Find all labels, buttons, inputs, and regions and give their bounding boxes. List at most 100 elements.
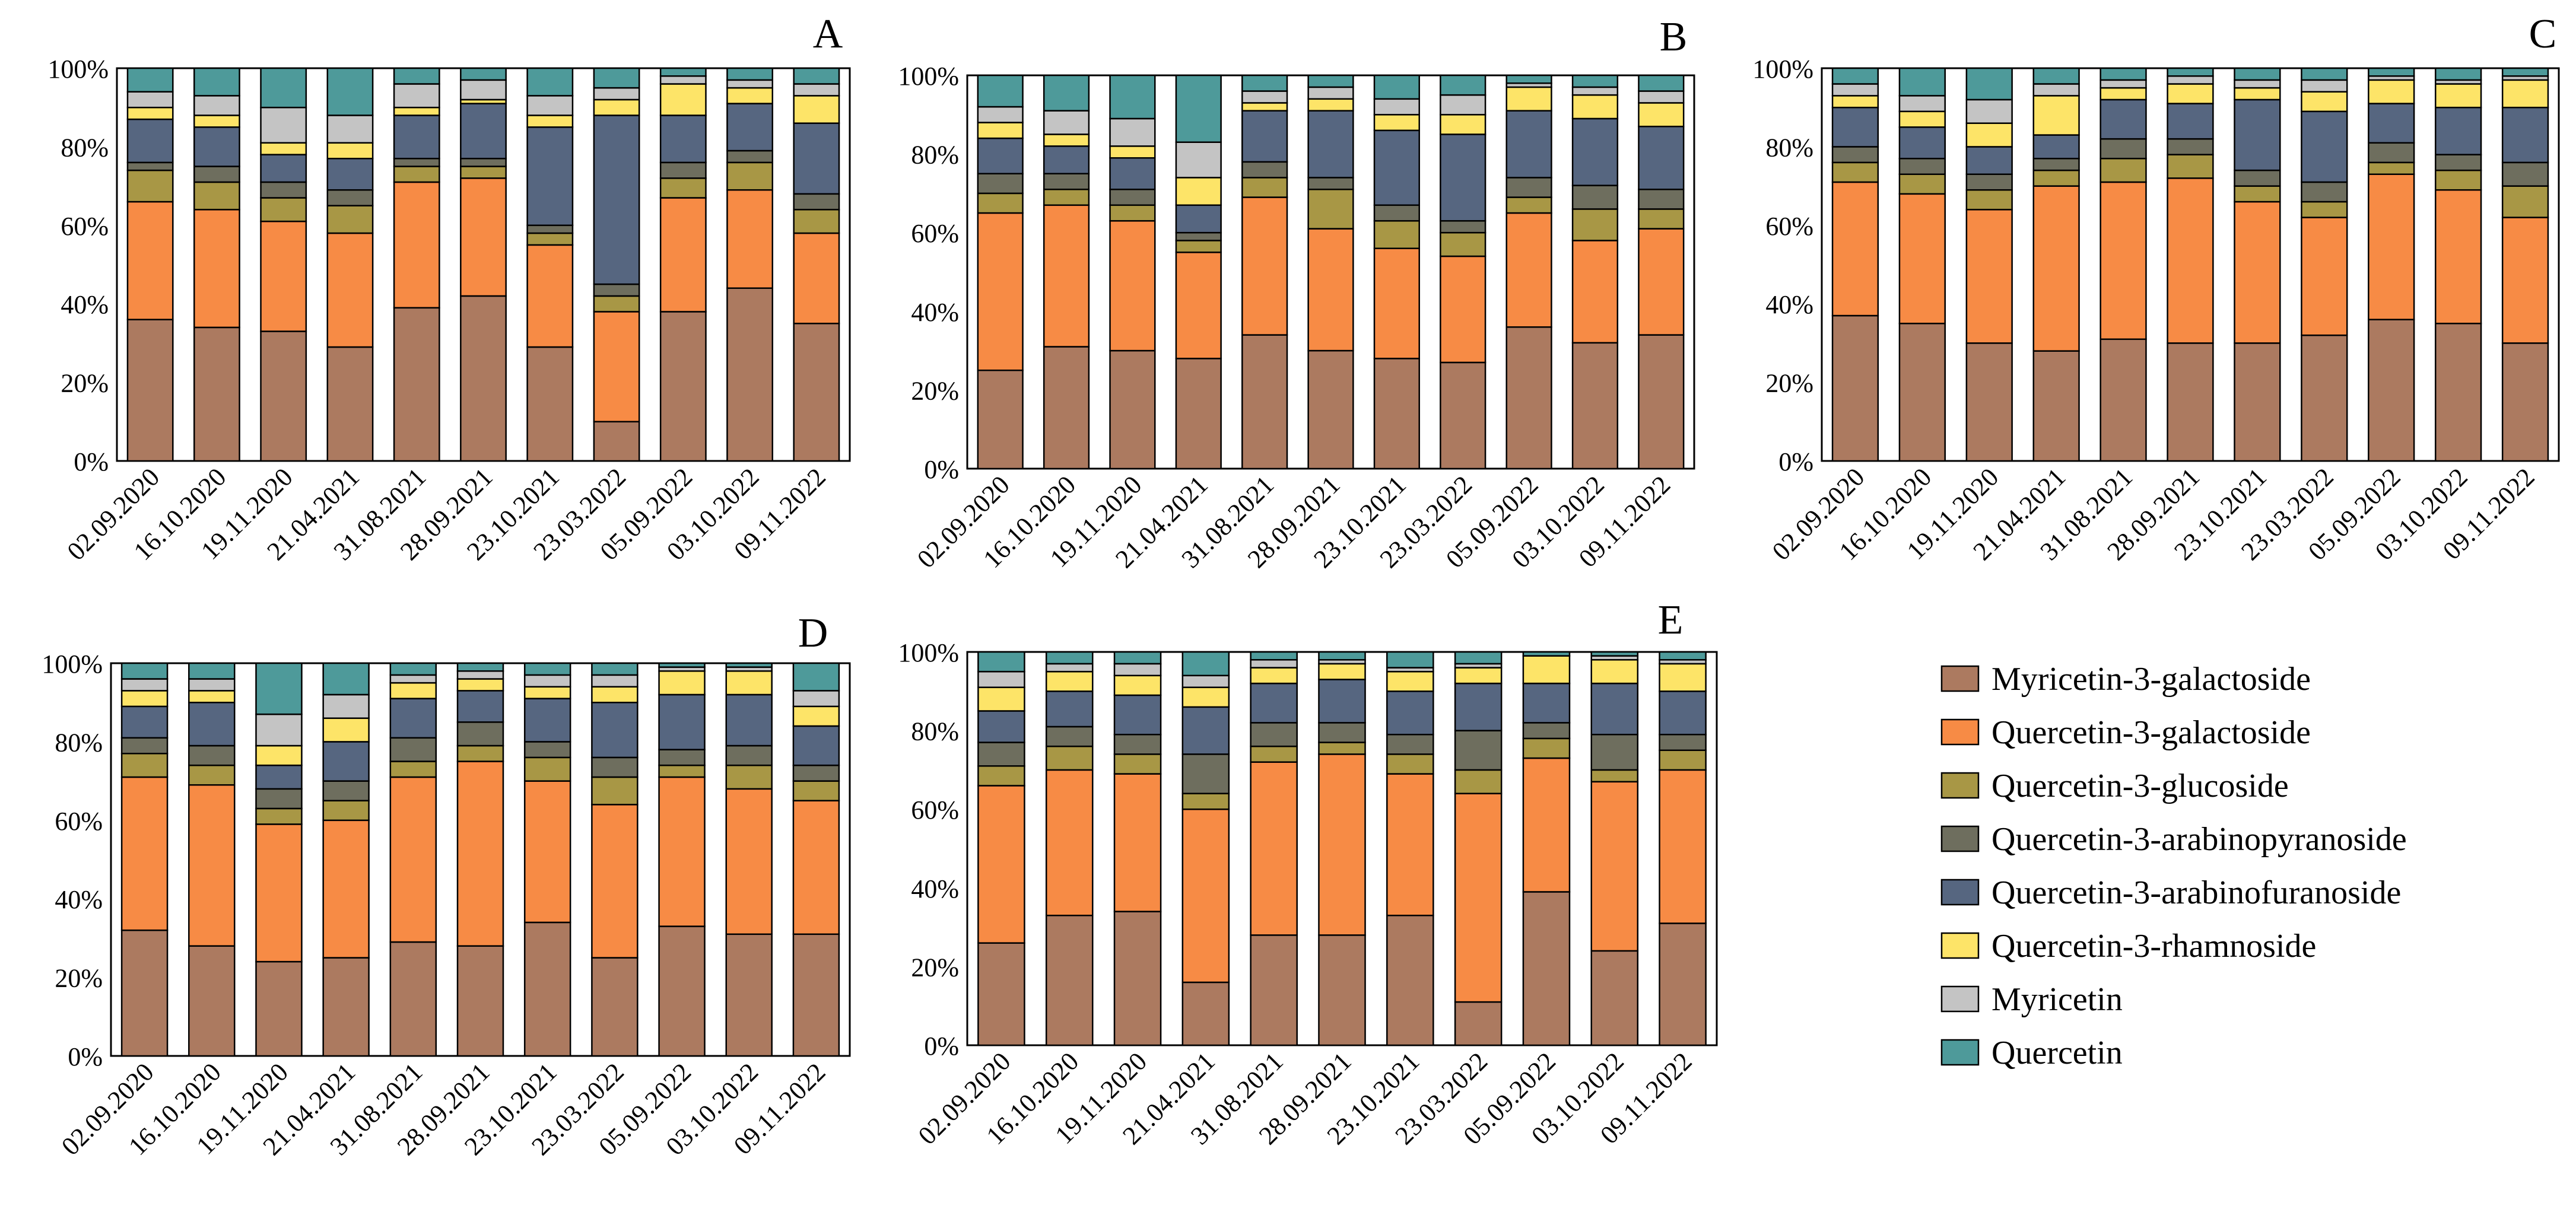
bar-segment (1965, 173, 2013, 191)
bar-segment (725, 788, 773, 935)
bar-segment (120, 753, 169, 778)
panel-E: 0%20%40%60%80%100%02.09.202016.10.202019… (898, 597, 1718, 1150)
bar-segment (2099, 158, 2147, 183)
bar-segment (977, 192, 1024, 214)
bar-segment (2234, 342, 2281, 462)
bar-segment (1571, 240, 1619, 344)
bar-segment (523, 662, 571, 676)
bar-segment (456, 662, 504, 672)
bar-segment (1181, 651, 1230, 677)
bar-segment (1831, 146, 1879, 164)
bar-segment (726, 149, 774, 164)
bar-segment (1440, 361, 1486, 470)
bar-segment (2032, 158, 2080, 171)
legend-swatch (1940, 879, 1980, 906)
bar-segment (1440, 231, 1486, 257)
bar-segment (1659, 663, 1707, 692)
bar-segment (1522, 891, 1571, 1046)
bar-segment (526, 232, 574, 246)
bar-segment (1571, 86, 1619, 96)
bar-segment (1454, 793, 1503, 1003)
y-tick-label: 40% (55, 885, 103, 914)
bar-segment (2368, 173, 2415, 320)
bar-segment (1440, 114, 1486, 135)
bar-segment (593, 114, 640, 285)
bar-segment (726, 161, 774, 191)
bar-segment (460, 79, 507, 101)
y-tick-label: 0% (74, 447, 109, 476)
bar-segment (2167, 177, 2214, 344)
bar-segment (2167, 138, 2214, 155)
bar-segment (1113, 651, 1162, 665)
bar-segment (593, 87, 640, 101)
bar-segment (389, 941, 437, 1057)
bar-segment (658, 670, 706, 696)
bar-segment (2032, 67, 2080, 85)
bar-segment (1113, 663, 1162, 677)
bar-segment (1250, 745, 1298, 763)
y-tick-label: 100% (47, 55, 109, 84)
bar-segment (120, 662, 169, 680)
bar-segment (322, 693, 370, 719)
y-tick-label: 20% (911, 953, 959, 982)
bar-segment (1965, 342, 2013, 462)
bar-segment (126, 118, 174, 164)
bar-segment (456, 678, 504, 692)
bar-segment (1659, 733, 1707, 751)
bar-segment (1250, 667, 1298, 685)
legend-label: Quercetin-3-arabinofuranoside (1991, 874, 2401, 911)
bar-segment (2032, 169, 2080, 187)
bar-segment (1571, 184, 1619, 210)
bar-segment (326, 346, 374, 462)
y-tick-label: 100% (1752, 55, 1813, 84)
bar-segment (1113, 694, 1162, 736)
bar-segment (523, 674, 571, 688)
bar-segment (1831, 83, 1879, 97)
bar-segment (2167, 103, 2214, 140)
bar-segment (1898, 173, 1946, 195)
bar-segment (1250, 659, 1298, 669)
bar-segment (193, 166, 240, 183)
bar-segment (1241, 196, 1288, 336)
bar-segment (326, 232, 374, 348)
bar-segment (126, 91, 174, 109)
bar-segment (793, 95, 840, 124)
bar-segment (260, 106, 307, 144)
bar-segment (456, 760, 504, 947)
bar-segment (1590, 950, 1639, 1046)
bar-segment (1043, 110, 1090, 135)
bar-segment (393, 307, 440, 462)
bar-segment (793, 232, 840, 324)
bar-segment (456, 945, 504, 1057)
bar-segment (120, 737, 169, 755)
bar-segment (726, 67, 774, 81)
legend-swatch (1940, 825, 1980, 852)
bar-segment (792, 764, 840, 782)
bar-segment (120, 776, 169, 931)
bar-segment (793, 209, 840, 234)
bar-segment (523, 756, 571, 782)
bar-segment (456, 744, 504, 762)
bar-segment (1113, 911, 1162, 1046)
bar-segment (2167, 154, 2214, 179)
bar-segment (1318, 753, 1366, 936)
bar-segment (126, 201, 174, 320)
bar-segment (1181, 981, 1230, 1046)
bar-segment (2234, 67, 2281, 81)
bar-segment (523, 741, 571, 759)
bar-segment (1522, 655, 1571, 685)
bar-segment (523, 921, 571, 1057)
bar-segment (2368, 67, 2415, 77)
bar-segment (1965, 146, 2013, 175)
bar-segment (393, 83, 440, 109)
bar-segment (591, 756, 639, 778)
bar-segment (188, 945, 236, 1057)
bar-segment (1590, 733, 1639, 771)
bar-segment (1373, 98, 1420, 116)
bar-segment (1045, 663, 1094, 673)
bar-segment (1659, 749, 1707, 771)
bar-segment (1454, 682, 1503, 731)
bar-segment (1965, 67, 2013, 101)
y-tick-label: 100% (898, 638, 959, 667)
legend-swatch (1940, 772, 1980, 799)
